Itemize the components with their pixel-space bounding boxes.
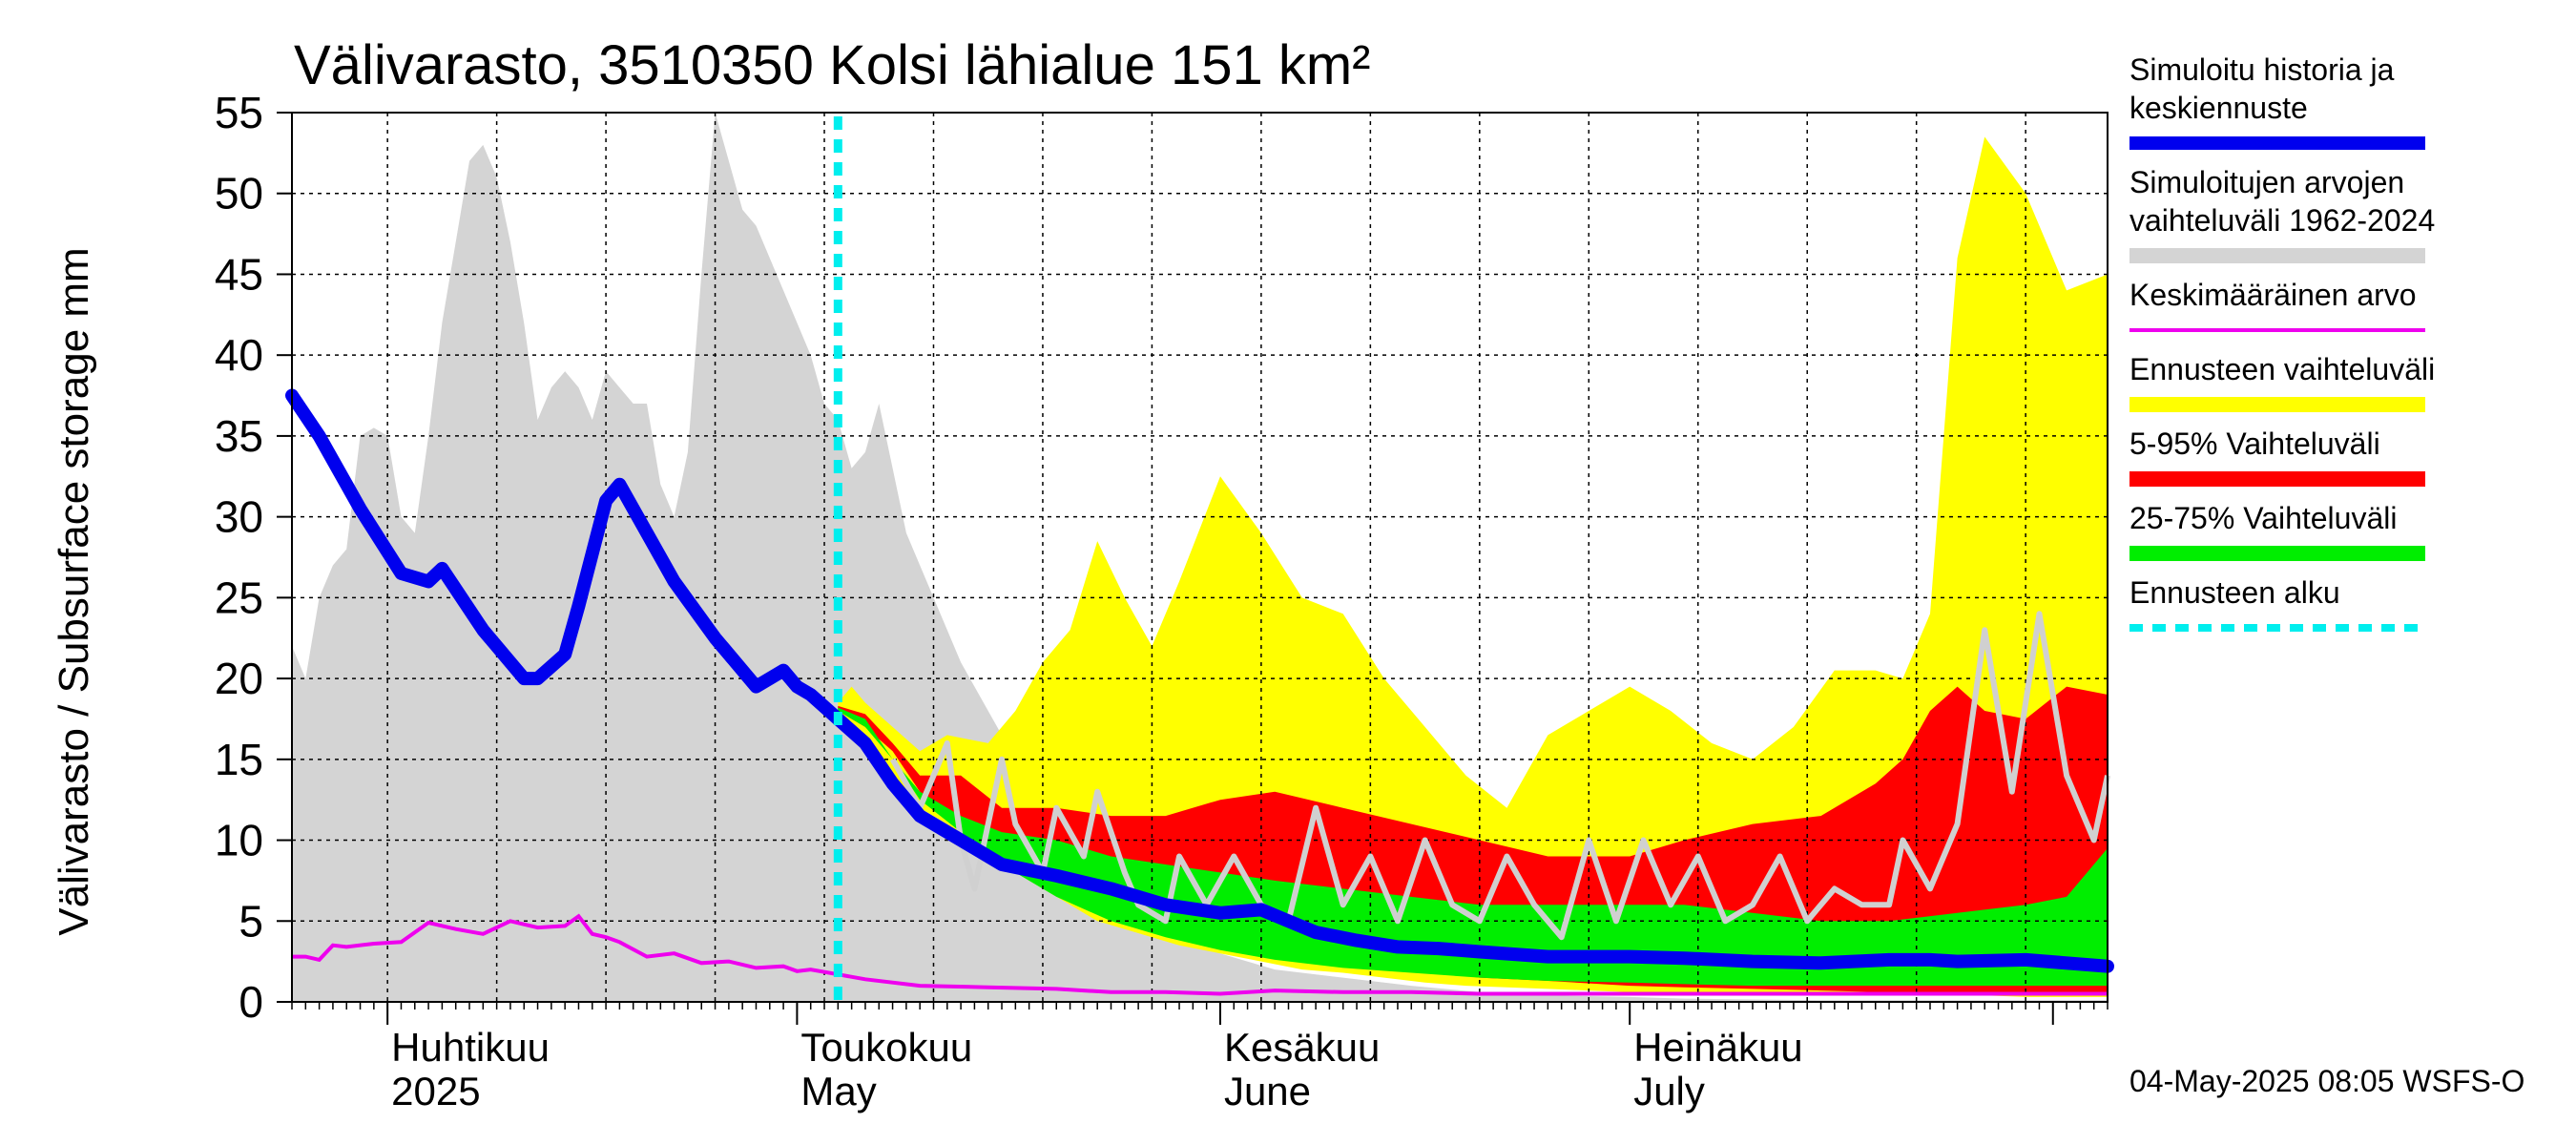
legend-label: Simuloitujen arvojen	[2129, 165, 2404, 199]
median-forecast-line	[285, 388, 2114, 973]
y-tick-label: 30	[215, 492, 263, 542]
sample-trace-line	[889, 611, 2110, 941]
x-month-label: Heinäkuu	[1633, 1025, 1802, 1070]
y-tick-label: 40	[215, 330, 263, 380]
x-month-sublabel: 2025	[391, 1069, 480, 1114]
plot-frame	[291, 112, 2109, 1003]
plot-area	[285, 112, 2114, 1003]
legend: Simuloitu historia ja keskiennuste Simuloi…	[2129, 52, 2435, 632]
x-month-sublabel: July	[1633, 1069, 1705, 1114]
y-tick-label: 25	[215, 572, 263, 622]
legend-label: 25-75% Vaihteluväli	[2129, 501, 2397, 535]
y-tick-label: 10	[215, 816, 263, 865]
legend-label: Ennusteen vaihteluväli	[2129, 352, 2435, 386]
y-tick-label: 15	[215, 735, 263, 784]
y-tick-label: 55	[215, 88, 263, 137]
legend-swatch	[2129, 471, 2425, 487]
x-month-label: Huhtikuu	[391, 1025, 550, 1070]
y-tick-label: 35	[215, 411, 263, 461]
legend-label: Ennusteen alku	[2129, 575, 2340, 610]
legend-label: vaihteluväli 1962-2024	[2129, 203, 2435, 238]
x-month-label: Toukokuu	[800, 1025, 972, 1070]
legend-swatch	[2129, 546, 2425, 561]
x-month-sublabel: May	[800, 1069, 876, 1114]
y-tick-label: 0	[239, 977, 263, 1027]
legend-label: Keskimääräinen arvo	[2129, 278, 2417, 312]
y-axis-label: Välivarasto / Subsurface storage mm	[51, 247, 97, 935]
y-tick-label: 50	[215, 169, 263, 219]
y-tick-label: 5	[239, 896, 263, 946]
legend-label: keskiennuste	[2129, 91, 2308, 125]
chart-title: Välivarasto, 3510350 Kolsi lähialue 151 …	[294, 34, 1370, 96]
legend-label: 5-95% Vaihteluväli	[2129, 427, 2380, 461]
historical-range-band	[292, 113, 2108, 1002]
y-axis: 0 5 10 15 20 25 30 35 40 45 50 55	[215, 88, 292, 1027]
mean-line	[292, 913, 2108, 996]
forecast-range-band	[838, 136, 2108, 997]
x-month-label: Kesäkuu	[1224, 1025, 1380, 1070]
timestamp: 04-May-2025 08:05 WSFS-O	[2129, 1064, 2524, 1098]
y-tick-label: 20	[215, 654, 263, 703]
legend-label: Simuloitu historia ja	[2129, 52, 2395, 87]
legend-swatch	[2129, 397, 2425, 412]
x-month-sublabel: June	[1224, 1069, 1311, 1114]
y-tick-label: 45	[215, 249, 263, 299]
legend-swatch	[2129, 248, 2425, 263]
